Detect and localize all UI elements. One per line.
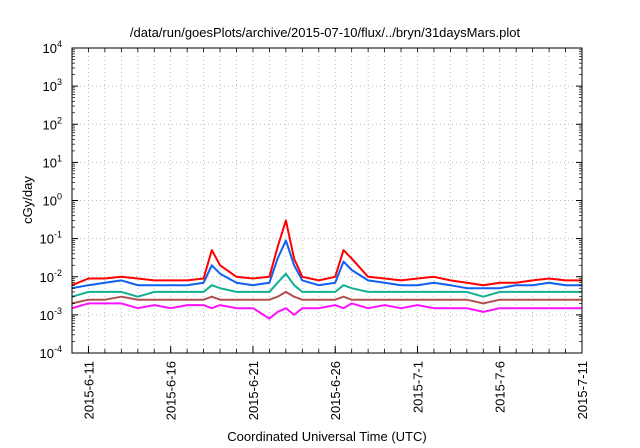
y-tick-label: 100: [43, 192, 62, 209]
x-tick-label: 2015-6-11: [81, 361, 96, 419]
chart-title: /data/run/goesPlots/archive/2015-07-10/f…: [130, 25, 521, 40]
x-tick-label: 2015-7-11: [575, 361, 590, 419]
x-tick-label: 2015-6-26: [328, 361, 343, 420]
y-tick-label: 10-4: [40, 344, 62, 361]
x-axis-label: Coordinated Universal Time (UTC): [227, 429, 426, 444]
series-line: [71, 239, 582, 290]
y-tick-label: 104: [43, 39, 62, 56]
y-tick-label: 10-1: [40, 230, 62, 247]
x-ticks: 2015-6-11 2015-6-16 2015-6-21 2015-6-26 2015…: [71, 48, 590, 420]
x-tick-label: 2015-7-6: [493, 361, 508, 413]
x-tick-label: 2015-6-21: [246, 361, 261, 420]
y-tick-label: 103: [43, 77, 62, 94]
y-tick-label: 101: [43, 153, 62, 170]
grid: [72, 48, 582, 353]
y-tick-label: 102: [43, 115, 62, 132]
series-group: [71, 219, 582, 320]
y-tick-label: 10-2: [40, 268, 62, 285]
series-line: [71, 219, 582, 287]
y-ticks: 10-4 10-3 10-2 10-1 100 101 102 103 104: [40, 39, 582, 361]
series-line: [71, 290, 582, 305]
series-line: [71, 302, 582, 320]
series-line: [71, 272, 582, 298]
y-tick-label: 10-3: [40, 306, 62, 323]
x-tick-label: 2015-6-16: [164, 361, 179, 420]
x-tick-label: 2015-7-1: [410, 361, 425, 413]
y-axis-label: cGy/day: [20, 176, 35, 224]
